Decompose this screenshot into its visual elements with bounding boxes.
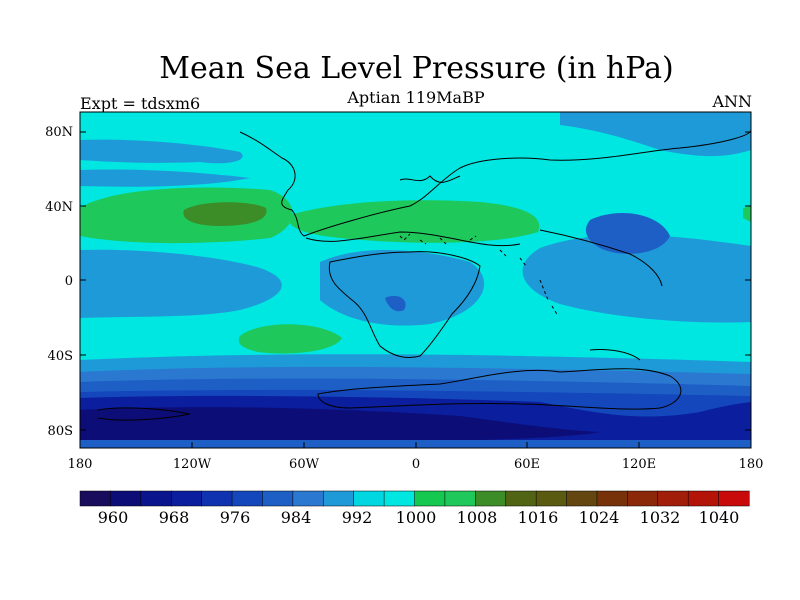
lon-label: 120E: [622, 457, 656, 472]
coastline-southern-island: [97, 407, 191, 421]
lon-label: 180: [68, 457, 93, 472]
field-southern-high: [238, 324, 342, 354]
colorbar-swatch: [262, 490, 294, 507]
colorbar-label: 992: [342, 508, 373, 527]
map-subtitle: Aptian 119MaBP: [347, 88, 485, 107]
colorbar-label: 1032: [640, 508, 681, 527]
lat-tick-marks: [80, 131, 751, 431]
lon-tick-marks: [79, 442, 752, 448]
field-north-pacific-band: [80, 169, 250, 187]
field-central-equatorial-low: [320, 249, 485, 326]
colorbar-swatch: [535, 490, 568, 507]
field-pacific-high-core: [183, 202, 267, 226]
lat-tick-labels: 80N 40N 0 40S 80S: [45, 125, 73, 439]
colorbar-swatch: [444, 490, 476, 507]
colorbar: [79, 490, 750, 507]
colorbar-swatch: [140, 490, 172, 507]
coastline-europe-islands: [399, 175, 461, 183]
field-tethys-high: [288, 200, 540, 243]
colorbar-swatch: [323, 490, 355, 507]
coastline-south-america-africa: [328, 251, 481, 359]
colorbar-labels: 960 968 976 984 992 1000 1008 1016 1024 …: [98, 508, 740, 527]
lon-label: 0: [412, 457, 420, 472]
colorbar-swatch: [505, 490, 537, 507]
colorbar-swatch: [292, 490, 324, 507]
colorbar-label: 984: [281, 508, 312, 527]
period-label: ANN: [712, 92, 752, 111]
colorbar-swatch: [353, 490, 385, 507]
map-plot-area: [80, 112, 751, 448]
colorbar-label: 976: [220, 508, 251, 527]
colorbar-swatch: [170, 490, 203, 507]
colorbar-swatch: [79, 490, 111, 507]
colorbar-label: 960: [98, 508, 129, 527]
colorbar-swatch: [110, 490, 142, 507]
field-east-low-core: [585, 213, 670, 254]
field-southern-band-972: [80, 407, 600, 444]
lon-label: 60E: [514, 457, 540, 472]
colorbar-swatch: [718, 490, 750, 507]
colorbar-label: 1008: [457, 508, 498, 527]
field-arctic-low: [80, 139, 243, 164]
colorbar-swatch: [687, 490, 720, 507]
field-west-equatorial-low: [80, 249, 282, 318]
colorbar-label: 1016: [518, 508, 559, 527]
coastline-northern-continents: [239, 129, 751, 237]
lat-label: 80N: [45, 125, 73, 140]
colorbar-swatch: [627, 490, 659, 507]
lon-label: 60W: [289, 457, 320, 472]
lat-label: 40S: [48, 349, 73, 364]
lon-label: 180: [739, 457, 764, 472]
lat-label: 0: [65, 274, 73, 289]
colorbar-swatch: [657, 490, 689, 507]
colorbar-swatch: [475, 490, 507, 507]
colorbar-swatch: [596, 490, 628, 507]
colorbar-swatch: [201, 490, 233, 507]
coastline-south-asia: [539, 229, 663, 287]
colorbar-label: 1000: [396, 508, 437, 527]
coastline-australia-fragment: [589, 349, 641, 361]
colorbar-swatch: [414, 490, 446, 507]
colorbar-swatch: [231, 490, 264, 507]
lon-tick-labels: 180 120W 60W 0 60E 120E 180: [68, 457, 764, 472]
lon-label: 120W: [173, 457, 212, 472]
lat-label: 80S: [48, 424, 73, 439]
map-title: Mean Sea Level Pressure (in hPa): [159, 51, 674, 86]
field-small-low-core: [385, 295, 406, 312]
field-east-equatorial-low: [522, 234, 751, 323]
colorbar-swatch: [383, 490, 416, 507]
field-east-edge-high: [743, 206, 751, 222]
colorbar-swatch: [566, 490, 598, 507]
colorbar-label: 968: [159, 508, 190, 527]
experiment-label: Expt = tdsxm6: [80, 94, 201, 113]
coastline-tethys-north: [305, 231, 521, 247]
colorbar-label: 1024: [579, 508, 620, 527]
coastline-antarctica: [317, 368, 682, 410]
colorbar-label: 1040: [699, 508, 740, 527]
coastlines: [97, 129, 751, 421]
lat-label: 40N: [45, 200, 73, 215]
